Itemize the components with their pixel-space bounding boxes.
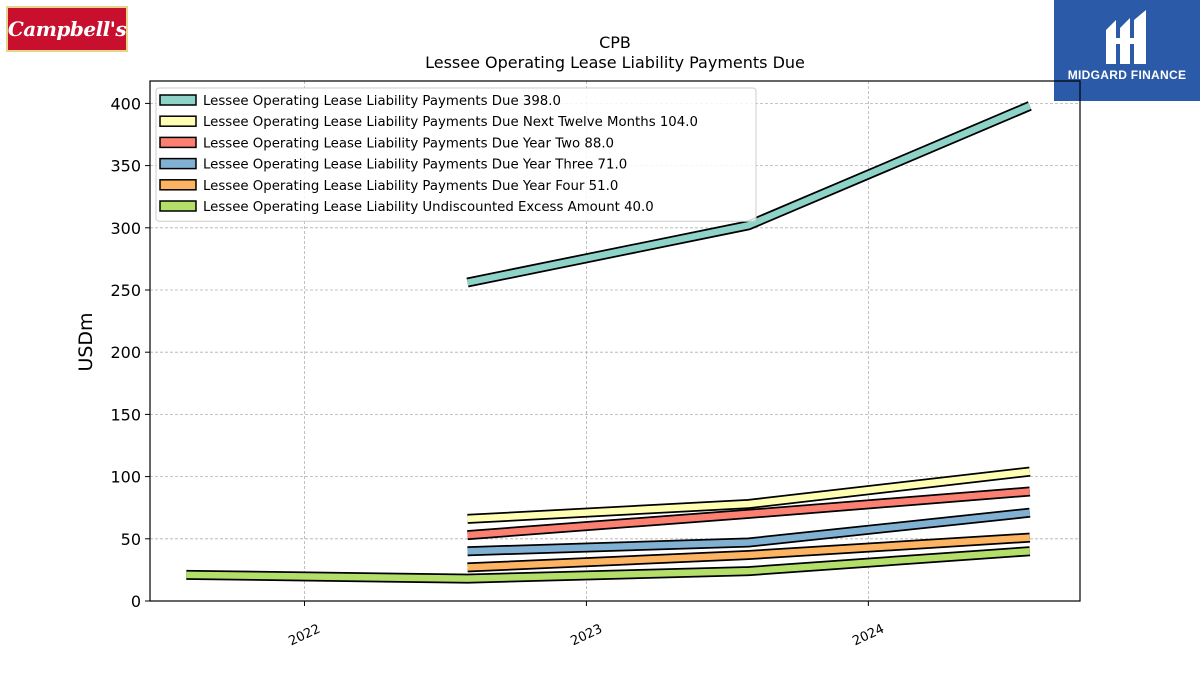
y-axis-label: USDm bbox=[75, 312, 97, 371]
legend-swatch-4 bbox=[159, 179, 197, 191]
series-line-5 bbox=[186, 547, 1031, 582]
y-tick-label: 250 bbox=[110, 281, 141, 300]
midgard-logo-text: MIDGARD FINANCE bbox=[1067, 68, 1187, 82]
legend-label-2: Lessee Operating Lease Liability Payment… bbox=[203, 136, 614, 151]
series-line-1 bbox=[467, 468, 1031, 523]
legend: Lessee Operating Lease Liability Payment… bbox=[155, 87, 757, 222]
series-line-2 bbox=[467, 488, 1031, 539]
legend-label-4: Lessee Operating Lease Liability Payment… bbox=[203, 179, 618, 194]
y-tick-label: 150 bbox=[110, 405, 141, 424]
y-tick-label: 100 bbox=[110, 468, 141, 487]
x-tick-label: 2022 bbox=[287, 622, 323, 650]
legend-swatch-2 bbox=[159, 136, 197, 149]
legend-label-5: Lessee Operating Lease Liability Undisco… bbox=[203, 200, 654, 215]
legend-swatch-5 bbox=[159, 200, 197, 212]
series-line-0 bbox=[466, 102, 1032, 286]
legend-label-3: Lessee Operating Lease Liability Payment… bbox=[203, 158, 627, 173]
legend-label-1: Lessee Operating Lease Liability Payment… bbox=[203, 115, 698, 130]
campbells-logo-text: Campbell's bbox=[7, 17, 127, 41]
x-tick-label: 2024 bbox=[850, 622, 886, 650]
legend-swatch-0 bbox=[159, 94, 197, 106]
legend-box bbox=[155, 87, 757, 222]
chart-subtitle: Lessee Operating Lease Liability Payment… bbox=[425, 53, 805, 72]
series-lines bbox=[186, 101, 1032, 584]
y-tick-label: 300 bbox=[110, 219, 141, 238]
y-tick-label: 50 bbox=[121, 530, 141, 549]
y-tick-label: 350 bbox=[110, 157, 141, 176]
series-line-3 bbox=[467, 509, 1031, 555]
chart-title: CPB bbox=[599, 33, 631, 52]
y-tick-label: 200 bbox=[110, 343, 141, 362]
y-tick-label: 400 bbox=[110, 94, 141, 113]
midgard-emblem-icon bbox=[1106, 10, 1146, 64]
campbells-logo: Campbell's bbox=[6, 6, 128, 52]
y-tick-label: 0 bbox=[131, 592, 141, 611]
x-tick-label: 2023 bbox=[568, 622, 604, 650]
legend-swatch-3 bbox=[159, 157, 197, 170]
legend-swatch-1 bbox=[159, 115, 197, 127]
legend-label-0: Lessee Operating Lease Liability Payment… bbox=[203, 94, 561, 109]
plot-frame bbox=[149, 80, 1081, 602]
midgard-finance-logo: MIDGARD FINANCE bbox=[1054, 0, 1200, 101]
series-line-4 bbox=[467, 534, 1031, 571]
